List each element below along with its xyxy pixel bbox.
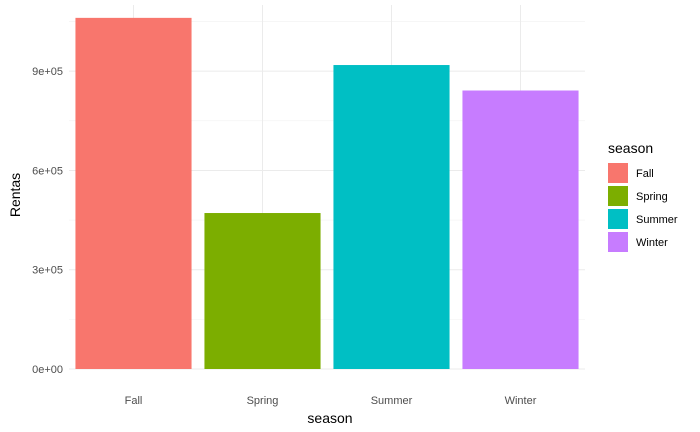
x-tick-label: Fall	[125, 395, 143, 407]
y-tick-label: 6e+05	[32, 165, 63, 177]
x-tick-label: Winter	[505, 395, 537, 407]
legend-key-winter	[608, 232, 628, 252]
bar-spring	[204, 213, 321, 369]
legend-label: Summer	[636, 214, 678, 226]
y-tick-label: 0e+00	[32, 364, 63, 376]
x-axis-title: season	[307, 410, 352, 426]
legend: season Fall Spring Summer Winter	[608, 140, 678, 252]
y-axis-ticks: 0e+00 3e+05 6e+05 9e+05	[32, 66, 63, 376]
x-tick-label: Summer	[371, 395, 413, 407]
y-axis-title: Rentas	[7, 173, 23, 217]
x-tick-label: Spring	[247, 395, 279, 407]
bar-fall	[75, 17, 192, 370]
legend-key-fall	[608, 163, 628, 183]
legend-label: Spring	[636, 191, 668, 203]
legend-items: Fall Spring Summer Winter	[608, 163, 678, 252]
legend-key-spring	[608, 186, 628, 206]
bar-summer	[333, 65, 450, 369]
legend-label: Fall	[636, 168, 654, 180]
legend-title: season	[608, 140, 653, 156]
legend-key-summer	[608, 209, 628, 229]
y-tick-label: 3e+05	[32, 265, 63, 277]
x-axis-ticks: Fall Spring Summer Winter	[125, 395, 537, 407]
bars	[75, 17, 579, 370]
y-tick-label: 9e+05	[32, 66, 63, 78]
bar-winter	[462, 90, 579, 369]
legend-label: Winter	[636, 237, 668, 249]
